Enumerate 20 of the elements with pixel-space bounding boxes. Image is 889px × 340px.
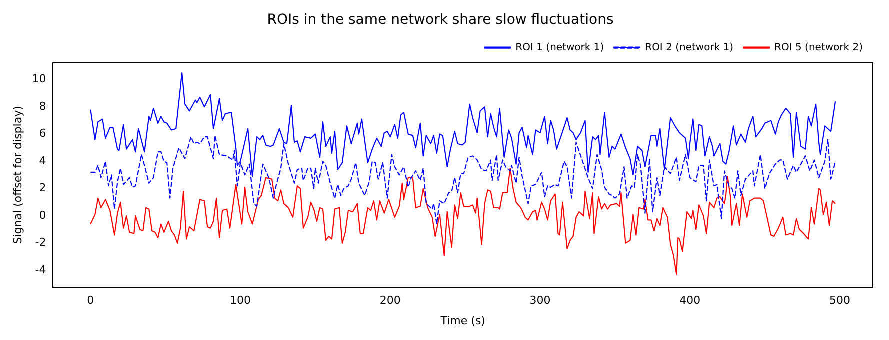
x-tick-label: 500 [830, 294, 851, 308]
x-tick-label: 0 [87, 294, 94, 308]
x-tick-label: 300 [530, 294, 551, 308]
legend-label: ROI 2 (network 1) [645, 42, 734, 54]
x-axis-title: Time (s) [440, 314, 486, 328]
y-tick-label: -2 [35, 236, 46, 250]
y-tick-label: 6 [39, 127, 46, 140]
legend-label: ROI 1 (network 1) [516, 42, 604, 54]
chart-title: ROIs in the same network share slow fluctuations [267, 12, 614, 28]
y-tick-label: 0 [39, 208, 46, 222]
y-tick-label: 8 [39, 100, 46, 113]
y-tick-label: 10 [32, 72, 46, 86]
y-axis-title: Signal (offset for display) [11, 106, 24, 244]
y-tick-label: -4 [35, 263, 46, 276]
y-tick-label: 2 [39, 182, 46, 195]
y-tick-label: 4 [39, 154, 46, 168]
x-tick-label: 400 [680, 294, 701, 308]
legend-label: ROI 5 (network 2) [774, 42, 864, 54]
x-tick-label: 200 [380, 294, 401, 308]
x-tick-label: 100 [230, 294, 252, 308]
